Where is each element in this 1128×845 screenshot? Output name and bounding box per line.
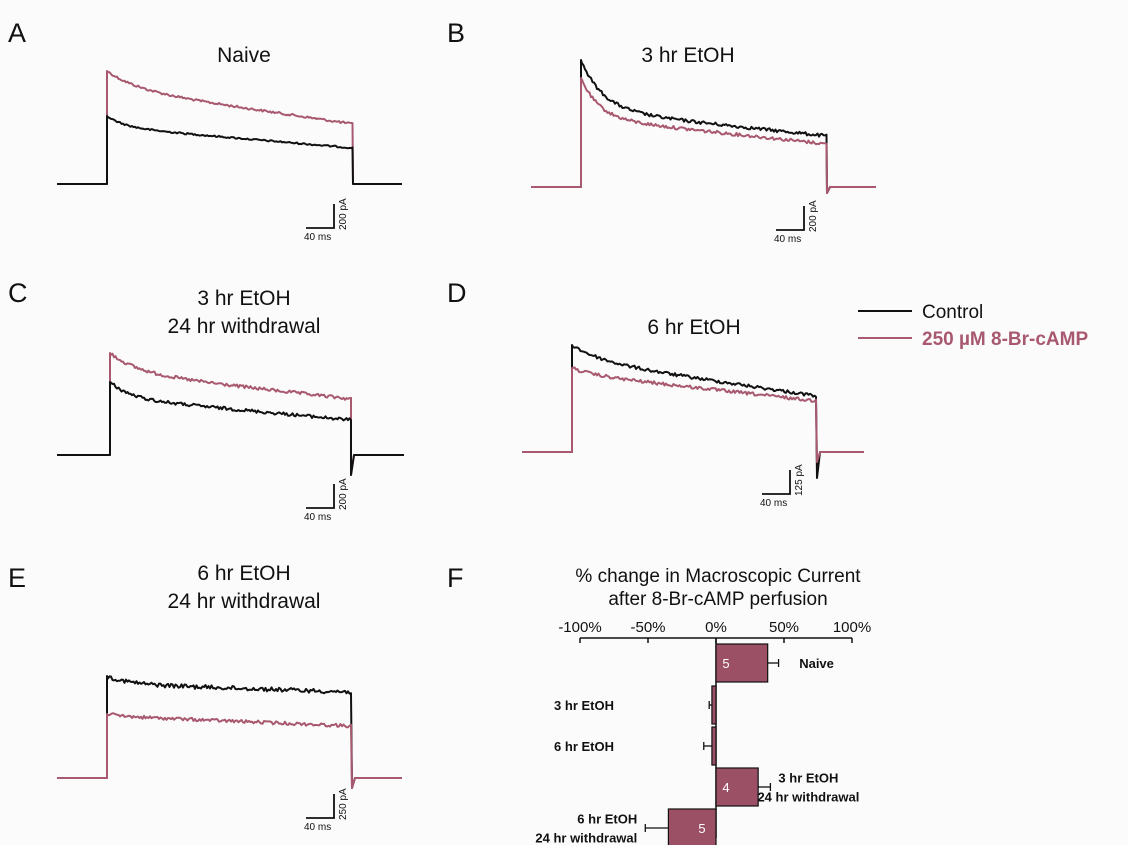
panel-e: E 6 hr EtOH 24 hr withdrawal 40 ms 250 pA [8, 562, 402, 833]
panel-letter: E [8, 563, 26, 593]
bar [667, 808, 717, 845]
legend-treatment-label: 250 µM 8-Br-cAMP [922, 329, 1088, 350]
chart-subtitle: after 8-Br-cAMP perfusion [608, 589, 827, 610]
category-label: 24 hr withdrawal [757, 790, 859, 805]
category-label: 24 hr withdrawal [535, 831, 637, 845]
panel-title-line: 6 hr EtOH [647, 316, 740, 339]
legend-control-label: Control [922, 302, 983, 323]
control-trace [57, 381, 404, 476]
bar [715, 767, 759, 807]
panel-title-line: Naive [217, 44, 271, 67]
control-trace [57, 675, 402, 789]
scale-bar-time-label: 40 ms [774, 234, 801, 245]
x-tick-label: 0% [705, 619, 727, 636]
scale-bar-time-label: 40 ms [304, 822, 331, 833]
panel-b: B 3 hr EtOH 40 ms 200 pA [447, 18, 876, 245]
scale-bar [306, 484, 335, 509]
scale-bar-amplitude-label: 200 pA [338, 198, 349, 230]
control-trace [531, 59, 876, 194]
treatment-trace [57, 352, 404, 476]
panel-letter: A [8, 18, 26, 48]
panel-d: D 6 hr EtOH 40 ms 125 pA [447, 278, 864, 509]
x-tick-label: 50% [769, 619, 799, 636]
bar-n-label: 5 [722, 656, 729, 671]
category-label: 6 hr EtOH [554, 739, 614, 754]
scale-bar [776, 206, 805, 231]
panel-title-line: 3 hr EtOH [197, 287, 290, 310]
panel-title-line: 24 hr withdrawal [168, 590, 321, 613]
panel-letter: C [8, 278, 28, 308]
scale-bar-time-label: 40 ms [304, 512, 331, 523]
bar [711, 726, 717, 766]
control-trace [57, 115, 402, 185]
treatment-trace [531, 77, 876, 194]
treatment-trace [522, 366, 864, 463]
panel-letter: F [447, 563, 464, 593]
panel-letter: D [447, 278, 467, 308]
x-tick-label: -100% [558, 619, 601, 636]
category-label: 3 hr EtOH [554, 698, 614, 713]
control-trace [522, 344, 864, 479]
category-label: Naive [799, 656, 834, 671]
x-tick-label: 100% [833, 619, 871, 636]
legend: Control 250 µM 8-Br-cAMP [858, 302, 1088, 350]
scale-bar-amplitude-label: 250 pA [338, 788, 349, 820]
bar-n-label: 4 [722, 780, 729, 795]
panel-c: C 3 hr EtOH 24 hr withdrawal 40 ms 200 pA [8, 278, 404, 523]
bar [711, 685, 717, 725]
scale-bar-amplitude-label: 200 pA [808, 200, 819, 232]
category-label: 6 hr EtOH [577, 812, 637, 827]
panel-letter: B [447, 18, 465, 48]
treatment-trace [57, 70, 402, 185]
x-tick-label: -50% [630, 619, 665, 636]
treatment-trace [57, 712, 402, 789]
scale-bar [306, 204, 335, 229]
scale-bar [762, 470, 791, 495]
panel-title-line: 24 hr withdrawal [168, 315, 321, 338]
scale-bar-time-label: 40 ms [760, 498, 787, 509]
scale-bar-time-label: 40 ms [304, 232, 331, 243]
panel-a: A Naive 40 ms 200 pA [8, 18, 402, 243]
bar-n-label: 5 [698, 821, 705, 836]
scale-bar-amplitude-label: 125 pA [794, 464, 805, 496]
panel-title-line: 6 hr EtOH [197, 562, 290, 585]
category-label: 3 hr EtOH [778, 771, 838, 786]
scale-bar [306, 794, 335, 819]
scale-bar-amplitude-label: 200 pA [338, 478, 349, 510]
panel-title-line: 3 hr EtOH [641, 44, 734, 67]
chart-title: % change in Macroscopic Current [575, 566, 861, 587]
